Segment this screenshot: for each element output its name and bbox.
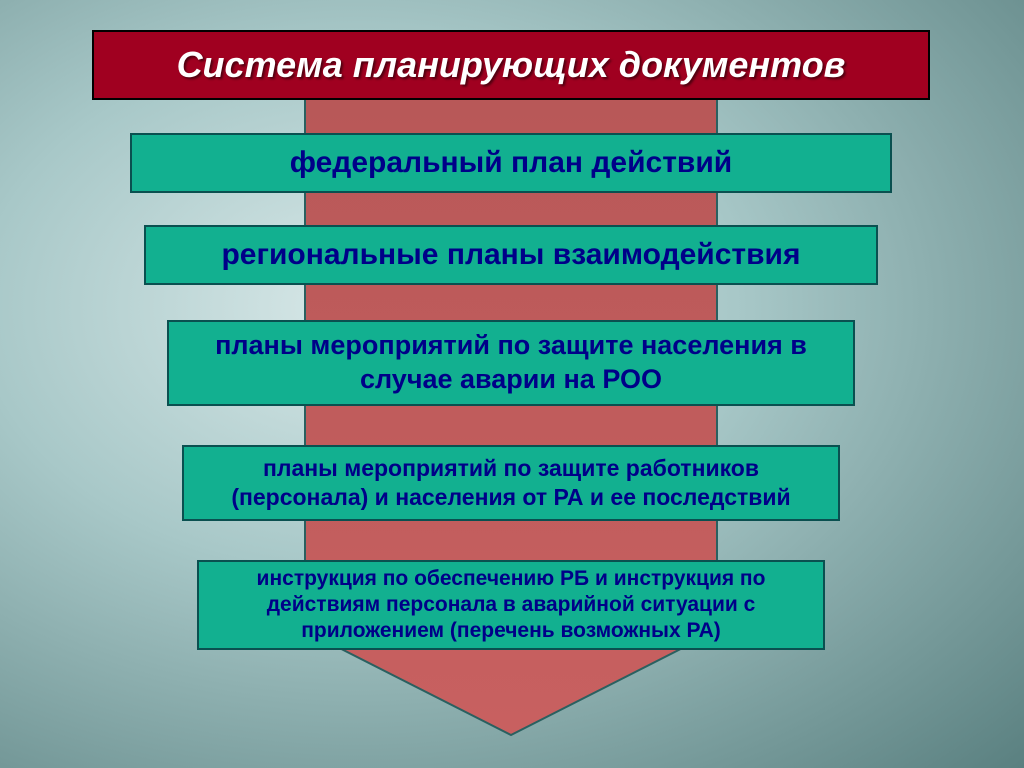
level-box-2: региональные планы взаимодействия <box>144 225 878 285</box>
level-text-5: инструкция по обеспечению РБ и инструкци… <box>209 566 813 645</box>
level-text-2: региональные планы взаимодействия <box>221 236 800 274</box>
level-text-1: федеральный план действий <box>290 144 733 182</box>
level-text-3: планы мероприятий по защите населения в … <box>179 329 843 397</box>
level-box-4: планы мероприятий по защите работников (… <box>182 445 840 521</box>
level-box-3: планы мероприятий по защите населения в … <box>167 320 855 406</box>
diagram-canvas: Система планирующих документов федеральн… <box>0 0 1024 768</box>
title-text: Система планирующих документов <box>177 44 846 86</box>
level-box-5: инструкция по обеспечению РБ и инструкци… <box>197 560 825 650</box>
level-box-1: федеральный план действий <box>130 133 892 193</box>
title-banner: Система планирующих документов <box>92 30 930 100</box>
level-text-4: планы мероприятий по защите работников (… <box>194 454 828 512</box>
